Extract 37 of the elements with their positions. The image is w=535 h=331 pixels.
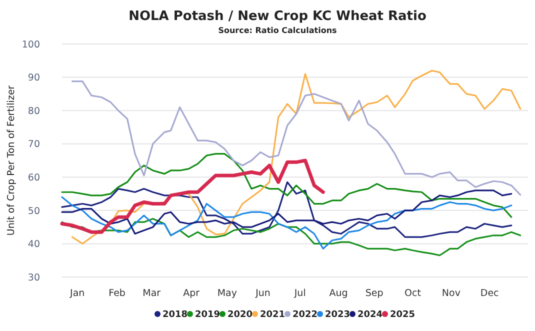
y-tick-label: 100	[22, 39, 40, 50]
line-series	[61, 181, 512, 238]
x-tick-label: Jul	[293, 288, 306, 299]
y-tick-label: 90	[28, 72, 40, 84]
y-tick-label: 60	[28, 172, 40, 184]
y-tick-label: 70	[28, 139, 40, 150]
y-tick-label: 50	[28, 206, 40, 217]
x-tick-label: Apr	[183, 288, 200, 299]
y-axis-title: Unit of Crop Per Ton of Fertilizer	[6, 85, 17, 236]
legend-label: 2019	[195, 310, 220, 320]
legend-label: 2024	[358, 310, 383, 320]
legend-label: 2021	[260, 310, 286, 320]
line-series	[61, 196, 512, 250]
legend-label: 2022	[292, 310, 318, 320]
chart-title: NOLA Potash / New Crop KC Wheat Ratio	[128, 9, 426, 24]
x-tick-label: Sep	[365, 288, 384, 299]
x-tick-label: Mar	[142, 288, 161, 299]
y-tick-label: 30	[28, 272, 40, 284]
y-tick-label: 40	[28, 239, 40, 250]
line-series	[71, 80, 522, 196]
x-tick-label: Jun	[254, 288, 270, 299]
x-tick-label: Nov	[442, 288, 461, 299]
x-tick-label: May	[217, 288, 238, 299]
x-tick-label: Aug	[329, 288, 348, 299]
line-series	[60, 158, 325, 234]
line-series	[61, 153, 512, 218]
legend-label: 2023	[325, 310, 350, 320]
legend-label: 2025	[390, 310, 416, 320]
legend-label: 2020	[228, 310, 253, 320]
x-tick-label: Oct	[404, 288, 422, 299]
chart-subtitle: Source: Ratio Calculations	[218, 26, 338, 35]
y-tick-label: 80	[28, 106, 40, 117]
legend-label: 2018	[162, 310, 188, 320]
x-tick-label: Dec	[480, 288, 499, 299]
x-tick-label: Feb	[108, 288, 126, 299]
line-series	[71, 70, 522, 245]
x-tick-label: Jan	[69, 288, 85, 299]
